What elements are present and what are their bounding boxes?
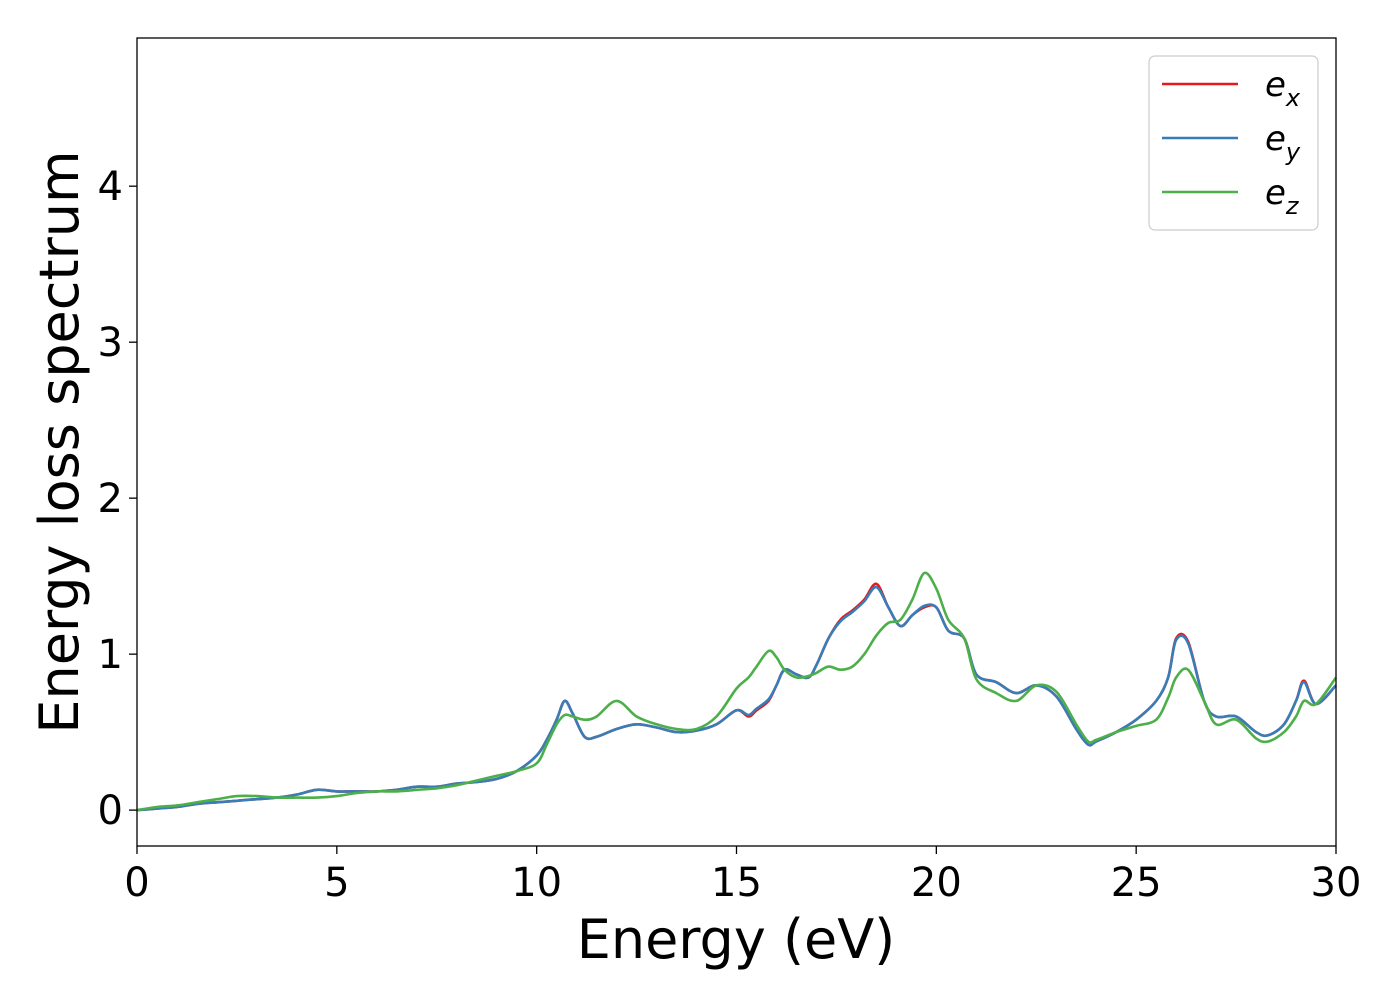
x-tick-label: 0 bbox=[124, 860, 149, 906]
x-tick-label: 30 bbox=[1311, 860, 1362, 906]
y-tick-label: 4 bbox=[98, 164, 123, 210]
y-tick-label: 0 bbox=[98, 788, 123, 834]
legend-label-ey: ey bbox=[1265, 119, 1301, 166]
x-tick-label: 25 bbox=[1111, 860, 1162, 906]
series-line-ez bbox=[136, 571, 1338, 812]
legend-label-ex: ex bbox=[1265, 65, 1301, 112]
x-axis-ticks: 0 5 10 15 20 25 30 bbox=[124, 846, 1361, 906]
x-tick-label: 5 bbox=[324, 860, 349, 906]
x-tick-label: 10 bbox=[511, 860, 562, 906]
series-layer bbox=[136, 571, 1338, 812]
y-axis-ticks: 0 1 2 3 4 bbox=[98, 164, 137, 834]
series-line-ey bbox=[136, 585, 1337, 812]
legend: ex ey ez bbox=[1148, 55, 1319, 231]
y-axis-label: Energy loss spectrum bbox=[28, 150, 91, 733]
y-tick-label: 3 bbox=[98, 320, 123, 366]
legend-label-ez: ez bbox=[1265, 173, 1300, 220]
y-tick-label: 1 bbox=[98, 632, 123, 678]
x-tick-label: 20 bbox=[911, 860, 962, 906]
x-tick-label: 15 bbox=[711, 860, 762, 906]
y-tick-label: 2 bbox=[98, 476, 123, 522]
x-axis-label: Energy (eV) bbox=[577, 908, 896, 971]
legend-box bbox=[1148, 55, 1319, 231]
